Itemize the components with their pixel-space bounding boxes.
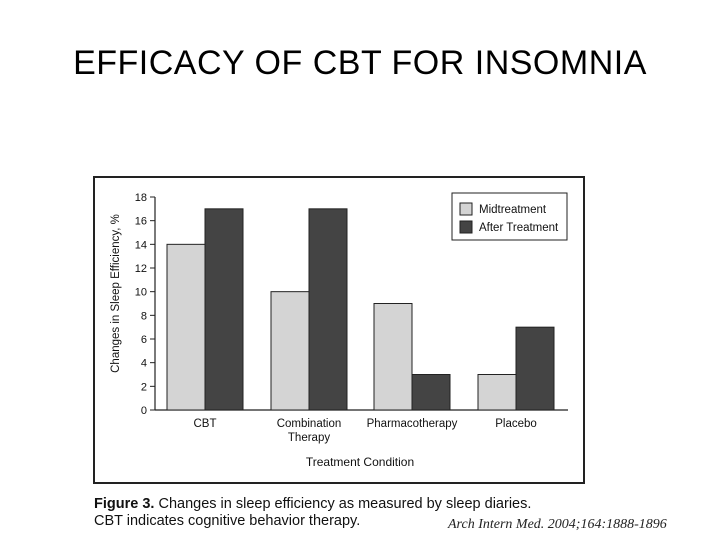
figure-label: Figure 3. <box>94 496 155 512</box>
y-tick-label: 10 <box>135 287 147 299</box>
caption-line-1: Figure 3. Changes in sleep efficiency as… <box>94 496 574 513</box>
bar-after-treatment <box>204 208 244 411</box>
y-tick-label: 12 <box>135 263 147 275</box>
y-tick-label: 4 <box>141 358 147 370</box>
y-tick-label: 6 <box>141 334 147 346</box>
x-category-label: Pharmacotherapy <box>367 418 458 430</box>
x-category-label: Placebo <box>495 418 537 430</box>
bar-after-treatment <box>411 374 451 411</box>
figure-caption: Figure 3. Changes in sleep efficiency as… <box>94 496 574 530</box>
y-tick-label: 8 <box>141 310 147 322</box>
legend-swatch-midtreatment <box>459 202 473 216</box>
bar-midtreatment <box>166 243 206 411</box>
caption-line-2: CBT indicates cognitive behavior therapy… <box>94 513 361 529</box>
slide-title: EFFICACY OF CBT FOR INSOMNIA <box>73 44 647 82</box>
caption-line-1-text: Changes in sleep efficiency as measured … <box>154 496 532 512</box>
legend-label: Midtreatment <box>479 204 547 216</box>
chart-labels: 0 2 4 6 8 10 12 14 16 18 Changes in Sleep Efficien… <box>110 192 537 469</box>
y-tick-label: 0 <box>141 405 147 417</box>
y-tick-label: 18 <box>135 192 147 204</box>
y-tick-label: 16 <box>135 216 147 228</box>
legend-label: After Treatment <box>479 222 559 234</box>
bar-midtreatment <box>373 303 413 411</box>
y-axis-title: Changes in Sleep Efficiency, % <box>110 214 122 373</box>
x-category-label: CBT <box>194 418 217 430</box>
x-category-label: Combination <box>277 418 342 430</box>
y-tick-label: 14 <box>135 239 147 251</box>
x-axis-title: Treatment Condition <box>306 455 414 469</box>
chart-legend: Midtreatment After Treatment <box>451 192 568 241</box>
x-category-label: Therapy <box>288 432 330 444</box>
bar-midtreatment <box>477 374 517 411</box>
bar-after-treatment <box>515 326 555 411</box>
bar-midtreatment <box>270 291 310 411</box>
citation: Arch Intern Med. 2004;164:1888-1896 <box>448 517 667 532</box>
chart-bars <box>166 208 555 411</box>
legend-swatch-after-treatment <box>459 220 473 234</box>
chart-frame <box>93 176 585 484</box>
bar-after-treatment <box>308 208 348 411</box>
y-tick-label: 2 <box>141 381 147 393</box>
